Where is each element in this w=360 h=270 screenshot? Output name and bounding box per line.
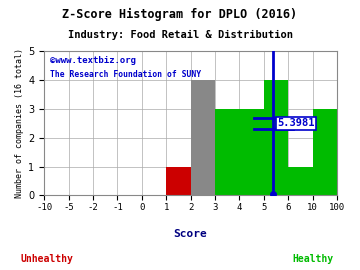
Text: 5.3981: 5.3981: [277, 119, 315, 129]
Bar: [166, 167, 190, 195]
Text: Healthy: Healthy: [293, 254, 334, 264]
Bar: [312, 109, 337, 195]
Y-axis label: Number of companies (16 total): Number of companies (16 total): [15, 48, 24, 198]
X-axis label: Score: Score: [174, 229, 207, 239]
Bar: [190, 80, 215, 195]
Text: Industry: Food Retail & Distribution: Industry: Food Retail & Distribution: [68, 30, 292, 40]
Text: Unhealthy: Unhealthy: [21, 254, 73, 264]
Text: ©www.textbiz.org: ©www.textbiz.org: [50, 56, 136, 65]
Bar: [215, 109, 264, 195]
Text: Z-Score Histogram for DPLO (2016): Z-Score Histogram for DPLO (2016): [62, 8, 298, 21]
Text: The Research Foundation of SUNY: The Research Foundation of SUNY: [50, 70, 201, 79]
Bar: [264, 80, 288, 195]
Bar: [288, 167, 312, 195]
